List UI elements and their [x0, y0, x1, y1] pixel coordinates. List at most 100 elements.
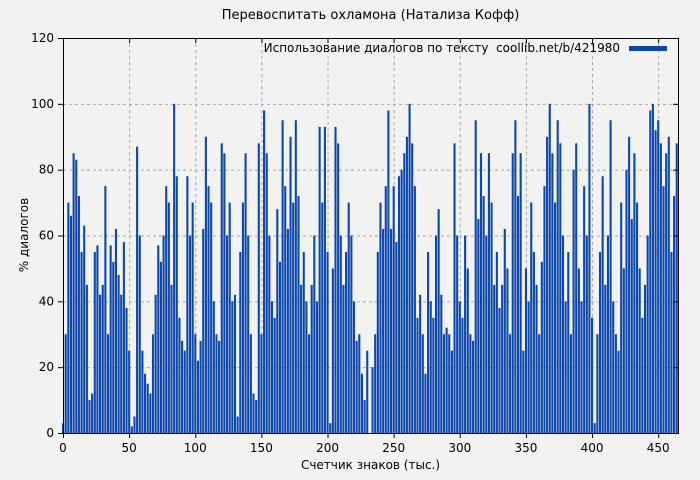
bar	[93, 251, 96, 433]
bar	[151, 334, 155, 433]
x-tick-label: 350	[514, 441, 537, 455]
bar	[77, 196, 80, 433]
y-tick-label: 100	[31, 97, 54, 111]
bar	[360, 373, 363, 433]
bar	[308, 334, 311, 433]
bar	[202, 228, 205, 433]
bar	[138, 235, 141, 433]
bar	[345, 251, 348, 433]
bar	[305, 301, 308, 433]
bar	[583, 186, 586, 434]
bar	[263, 110, 266, 434]
bar	[670, 251, 673, 433]
bar	[83, 225, 86, 434]
bar	[511, 153, 514, 433]
bar	[268, 235, 271, 433]
bar	[355, 340, 358, 433]
bar	[612, 301, 615, 433]
bar	[572, 169, 575, 434]
bar	[490, 202, 493, 433]
y-axis-label: % диалогов	[17, 197, 31, 273]
x-axis-label: Счетчик знаков (тыс.)	[300, 458, 441, 472]
bar	[427, 251, 430, 433]
bar	[64, 334, 67, 433]
bar	[178, 317, 181, 433]
bar	[403, 153, 406, 433]
bar	[289, 136, 292, 433]
bar	[659, 143, 662, 433]
bar	[297, 196, 300, 433]
bar	[371, 367, 374, 433]
bar	[379, 202, 382, 433]
bar	[588, 103, 591, 433]
bar	[212, 301, 215, 433]
bar	[159, 261, 162, 433]
bar	[564, 301, 567, 433]
bar	[347, 202, 350, 433]
bar	[501, 284, 504, 434]
bar	[453, 143, 456, 433]
axis-ticks	[58, 38, 678, 438]
bar	[495, 251, 498, 433]
bar	[416, 317, 419, 433]
bar	[112, 261, 115, 433]
bar	[210, 202, 213, 433]
bar	[498, 307, 501, 433]
bar	[226, 235, 229, 433]
bar	[273, 317, 276, 433]
bar	[204, 136, 207, 433]
bar	[175, 176, 178, 433]
bar	[114, 228, 117, 433]
bar	[199, 340, 202, 433]
bar	[598, 251, 602, 433]
bar	[400, 169, 403, 434]
bar	[281, 120, 284, 433]
bar	[109, 245, 112, 434]
bar	[284, 186, 287, 434]
bar	[125, 307, 128, 433]
bar	[302, 251, 305, 433]
bar	[215, 334, 218, 433]
bar	[106, 334, 110, 433]
bar	[395, 242, 398, 433]
bar	[657, 120, 660, 433]
x-tick-label: 200	[316, 441, 339, 455]
bar	[130, 426, 133, 433]
bar	[429, 301, 432, 433]
bar	[554, 202, 557, 433]
bar	[543, 186, 546, 434]
bar	[196, 360, 199, 433]
bar	[310, 284, 313, 434]
bar	[146, 383, 149, 434]
bar	[241, 202, 244, 433]
bar	[575, 143, 578, 433]
bar	[532, 251, 535, 433]
bar	[596, 334, 599, 433]
bar	[535, 284, 538, 434]
x-tick-label: 100	[184, 441, 207, 455]
bar	[559, 143, 562, 433]
bar	[522, 350, 525, 433]
bar	[538, 334, 541, 433]
bar	[636, 202, 639, 433]
bar	[366, 350, 369, 433]
bar	[461, 317, 464, 433]
bar	[641, 317, 644, 433]
bar	[387, 110, 390, 434]
bar	[292, 202, 295, 433]
bar	[326, 251, 329, 433]
bar	[144, 373, 147, 433]
bar	[440, 294, 443, 433]
bar	[493, 284, 496, 434]
bar	[331, 268, 334, 433]
bar	[474, 120, 477, 433]
bar	[448, 334, 451, 433]
bar	[157, 245, 160, 434]
bar	[233, 294, 237, 433]
bar	[363, 400, 366, 433]
bar	[313, 235, 316, 433]
bar	[101, 284, 104, 434]
bar	[228, 202, 231, 433]
bar	[413, 186, 416, 434]
